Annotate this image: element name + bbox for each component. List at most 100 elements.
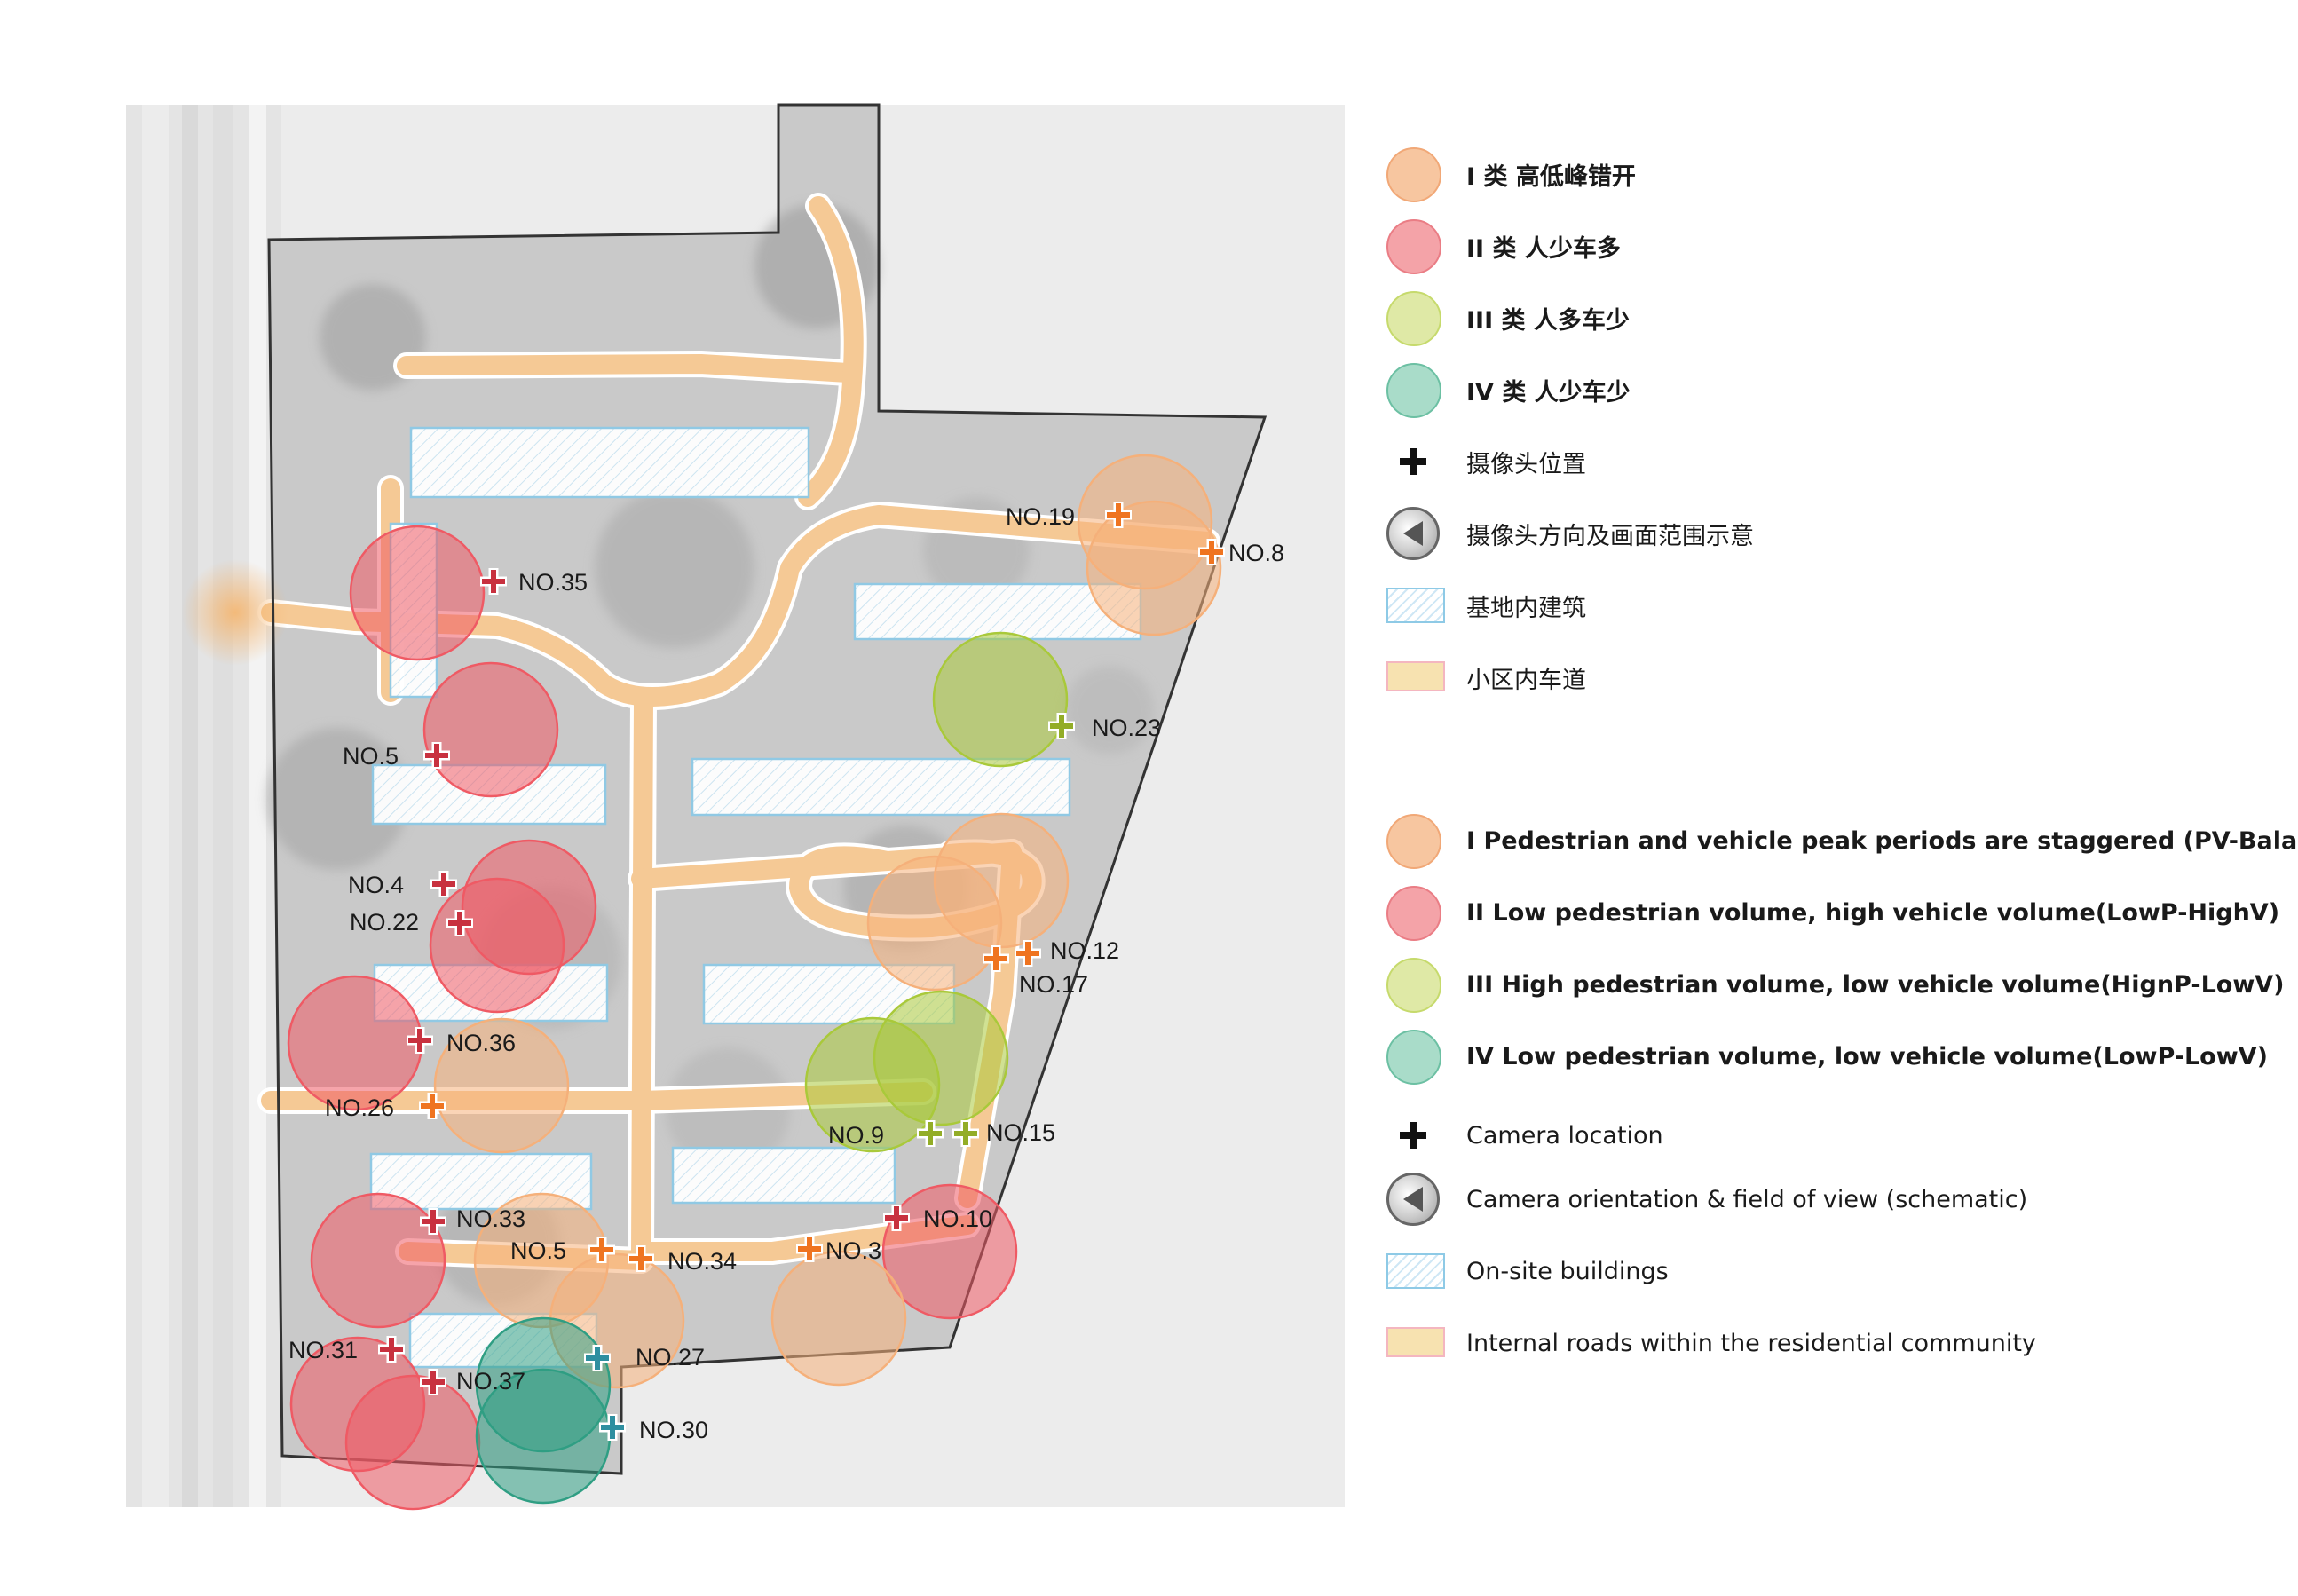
camera-label: NO.23 bbox=[1092, 715, 1161, 741]
camera-label: NO.17 bbox=[1019, 971, 1088, 998]
legend-label: 摄像头位置 bbox=[1466, 450, 1586, 478]
legend-label: Camera location bbox=[1466, 1121, 1663, 1150]
legend-label: 小区内车道 bbox=[1466, 666, 1586, 694]
camera-marker-icon[interactable] bbox=[628, 1245, 654, 1272]
building-swatch-icon bbox=[1386, 588, 1445, 623]
camera-marker-icon[interactable] bbox=[584, 1345, 611, 1371]
legend-label: 摄像头方向及画面范围示意 bbox=[1466, 522, 1754, 550]
camera-marker-icon[interactable] bbox=[1105, 502, 1132, 528]
camera-marker-icon[interactable] bbox=[599, 1414, 626, 1441]
legend-item-en-type-i: I Pedestrian and vehicle peak periods ar… bbox=[1385, 810, 2298, 872]
camera-label: NO.19 bbox=[1006, 503, 1075, 530]
camera-marker-icon[interactable] bbox=[1015, 940, 1041, 967]
legend-label: IV Low pedestrian volume, low vehicle vo… bbox=[1466, 1042, 2268, 1071]
camera-labels: NO.19 NO.8 NO.35 NO.23 NO.5 NO.4 NO.22 N… bbox=[288, 503, 1284, 1443]
legend-item-en-camera-location: Camera location bbox=[1385, 1104, 1663, 1166]
legend-label: II 类 人少车多 bbox=[1466, 234, 1621, 263]
legend-item-cn-type-ii: II 类 人少车多 bbox=[1385, 215, 1621, 277]
camera-label: NO.35 bbox=[518, 569, 588, 596]
camera-label: NO.5 bbox=[510, 1237, 566, 1264]
camera-label: NO.26 bbox=[325, 1094, 394, 1121]
fov-circle-type-ii bbox=[429, 877, 565, 1014]
camera-marker-icon[interactable] bbox=[480, 568, 507, 595]
fov-circle-type-ii bbox=[310, 1192, 446, 1329]
camera-marker-icon[interactable] bbox=[796, 1236, 823, 1262]
road-swatch-icon bbox=[1386, 1327, 1445, 1357]
legend-item-cn-buildings: 基地内建筑 bbox=[1385, 574, 1586, 636]
fov-circle-type-ii bbox=[349, 525, 486, 661]
fov-circle-type-ii bbox=[287, 975, 423, 1111]
legend-item-en-roads: Internal roads within the residential co… bbox=[1385, 1312, 2036, 1374]
camera-label: NO.9 bbox=[828, 1122, 884, 1149]
legend-label: I 类 高低峰错开 bbox=[1466, 162, 1636, 191]
legend-item-cn-type-i: I 类 高低峰错开 bbox=[1385, 143, 1636, 205]
camera-marker-icon[interactable] bbox=[1198, 539, 1225, 565]
legend-item-cn-roads: 小区内车道 bbox=[1385, 646, 1586, 708]
building bbox=[671, 1146, 896, 1205]
camera-label: NO.36 bbox=[446, 1030, 516, 1056]
legend-item-cn-type-iv: IV 类 人少车少 bbox=[1385, 359, 1631, 421]
legend-label: III 类 人多车少 bbox=[1466, 306, 1630, 335]
camera-marker-icon[interactable] bbox=[446, 910, 473, 936]
camera-marker-icon[interactable] bbox=[430, 871, 457, 897]
plus-icon bbox=[1400, 1122, 1426, 1149]
legend-label: IV 类 人少车少 bbox=[1466, 378, 1631, 407]
camera-label: NO.22 bbox=[350, 909, 419, 936]
camera-label: NO.30 bbox=[639, 1417, 708, 1443]
fov-circle-type-ii bbox=[881, 1183, 1018, 1320]
type-iv-swatch bbox=[1386, 363, 1441, 418]
legend-label: II Low pedestrian volume, high vehicle v… bbox=[1466, 898, 2280, 927]
site-plan-map: NO.19 NO.8 NO.35 NO.23 NO.5 NO.4 NO.22 N… bbox=[126, 103, 1345, 1511]
fov-circle-type-i bbox=[1086, 500, 1222, 636]
camera-marker-icon[interactable] bbox=[917, 1120, 944, 1147]
plus-icon bbox=[1400, 448, 1426, 475]
building bbox=[691, 757, 1071, 817]
legend-label: III High pedestrian volume, low vehicle … bbox=[1466, 970, 2285, 999]
camera-label: NO.27 bbox=[636, 1344, 705, 1371]
camera-marker-icon[interactable] bbox=[419, 1093, 446, 1119]
camera-marker-icon[interactable] bbox=[952, 1120, 979, 1147]
camera-label: NO.37 bbox=[456, 1368, 525, 1395]
legend-item-en-buildings: On-site buildings bbox=[1385, 1240, 1669, 1302]
fov-circle-type-iii bbox=[932, 631, 1069, 768]
legend-item-en-type-iii: III High pedestrian volume, low vehicle … bbox=[1385, 953, 2285, 1015]
fov-circle-type-ii bbox=[422, 661, 559, 798]
type-i-swatch bbox=[1386, 814, 1441, 869]
legend-label: Internal roads within the residential co… bbox=[1466, 1329, 2036, 1357]
type-i-swatch bbox=[1386, 147, 1441, 202]
camera-marker-icon[interactable] bbox=[378, 1336, 405, 1363]
fov-circle-type-i bbox=[866, 855, 1003, 992]
legend-label: On-site buildings bbox=[1466, 1257, 1669, 1285]
entrance-glow bbox=[182, 559, 288, 666]
fov-circle-type-ii bbox=[344, 1374, 481, 1511]
legend-item-cn-type-iii: III 类 人多车少 bbox=[1385, 287, 1630, 349]
camera-label: NO.4 bbox=[348, 872, 404, 898]
camera-marker-icon[interactable] bbox=[883, 1205, 910, 1231]
camera-label: NO.33 bbox=[456, 1205, 525, 1232]
type-ii-swatch bbox=[1386, 219, 1441, 274]
camera-marker-icon[interactable] bbox=[423, 742, 450, 769]
camera-view-icon bbox=[1386, 507, 1440, 560]
camera-marker-icon[interactable] bbox=[407, 1027, 433, 1054]
camera-marker-icon[interactable] bbox=[420, 1369, 446, 1395]
legend-item-en-type-ii: II Low pedestrian volume, high vehicle v… bbox=[1385, 881, 2279, 944]
camera-marker-icon[interactable] bbox=[1048, 713, 1075, 739]
building bbox=[409, 426, 810, 499]
legend-label: I Pedestrian and vehicle peak periods ar… bbox=[1466, 826, 2298, 855]
camera-label: NO.5 bbox=[343, 743, 399, 770]
legend-item-cn-camera-view: 摄像头方向及画面范围示意 bbox=[1385, 502, 1754, 565]
legend-item-en-type-iv: IV Low pedestrian volume, low vehicle vo… bbox=[1385, 1025, 2268, 1087]
building-swatch-icon bbox=[1386, 1253, 1445, 1289]
camera-marker-icon[interactable] bbox=[588, 1237, 615, 1263]
camera-marker-icon[interactable] bbox=[983, 945, 1009, 972]
type-ii-swatch bbox=[1386, 886, 1441, 941]
fov-circle-type-i bbox=[770, 1250, 907, 1387]
camera-marker-icon[interactable] bbox=[420, 1208, 446, 1235]
type-iii-swatch bbox=[1386, 958, 1441, 1013]
type-iii-swatch bbox=[1386, 291, 1441, 346]
legend-panel: I 类 高低峰错开 II 类 人少车多 III 类 人多车少 IV 类 人少车少… bbox=[1385, 0, 2298, 1596]
camera-label: NO.12 bbox=[1050, 937, 1119, 964]
legend-label: 基地内建筑 bbox=[1466, 594, 1586, 622]
legend-item-en-camera-view: Camera orientation & field of view (sche… bbox=[1385, 1168, 2027, 1230]
legend-label: Camera orientation & field of view (sche… bbox=[1466, 1185, 2028, 1213]
